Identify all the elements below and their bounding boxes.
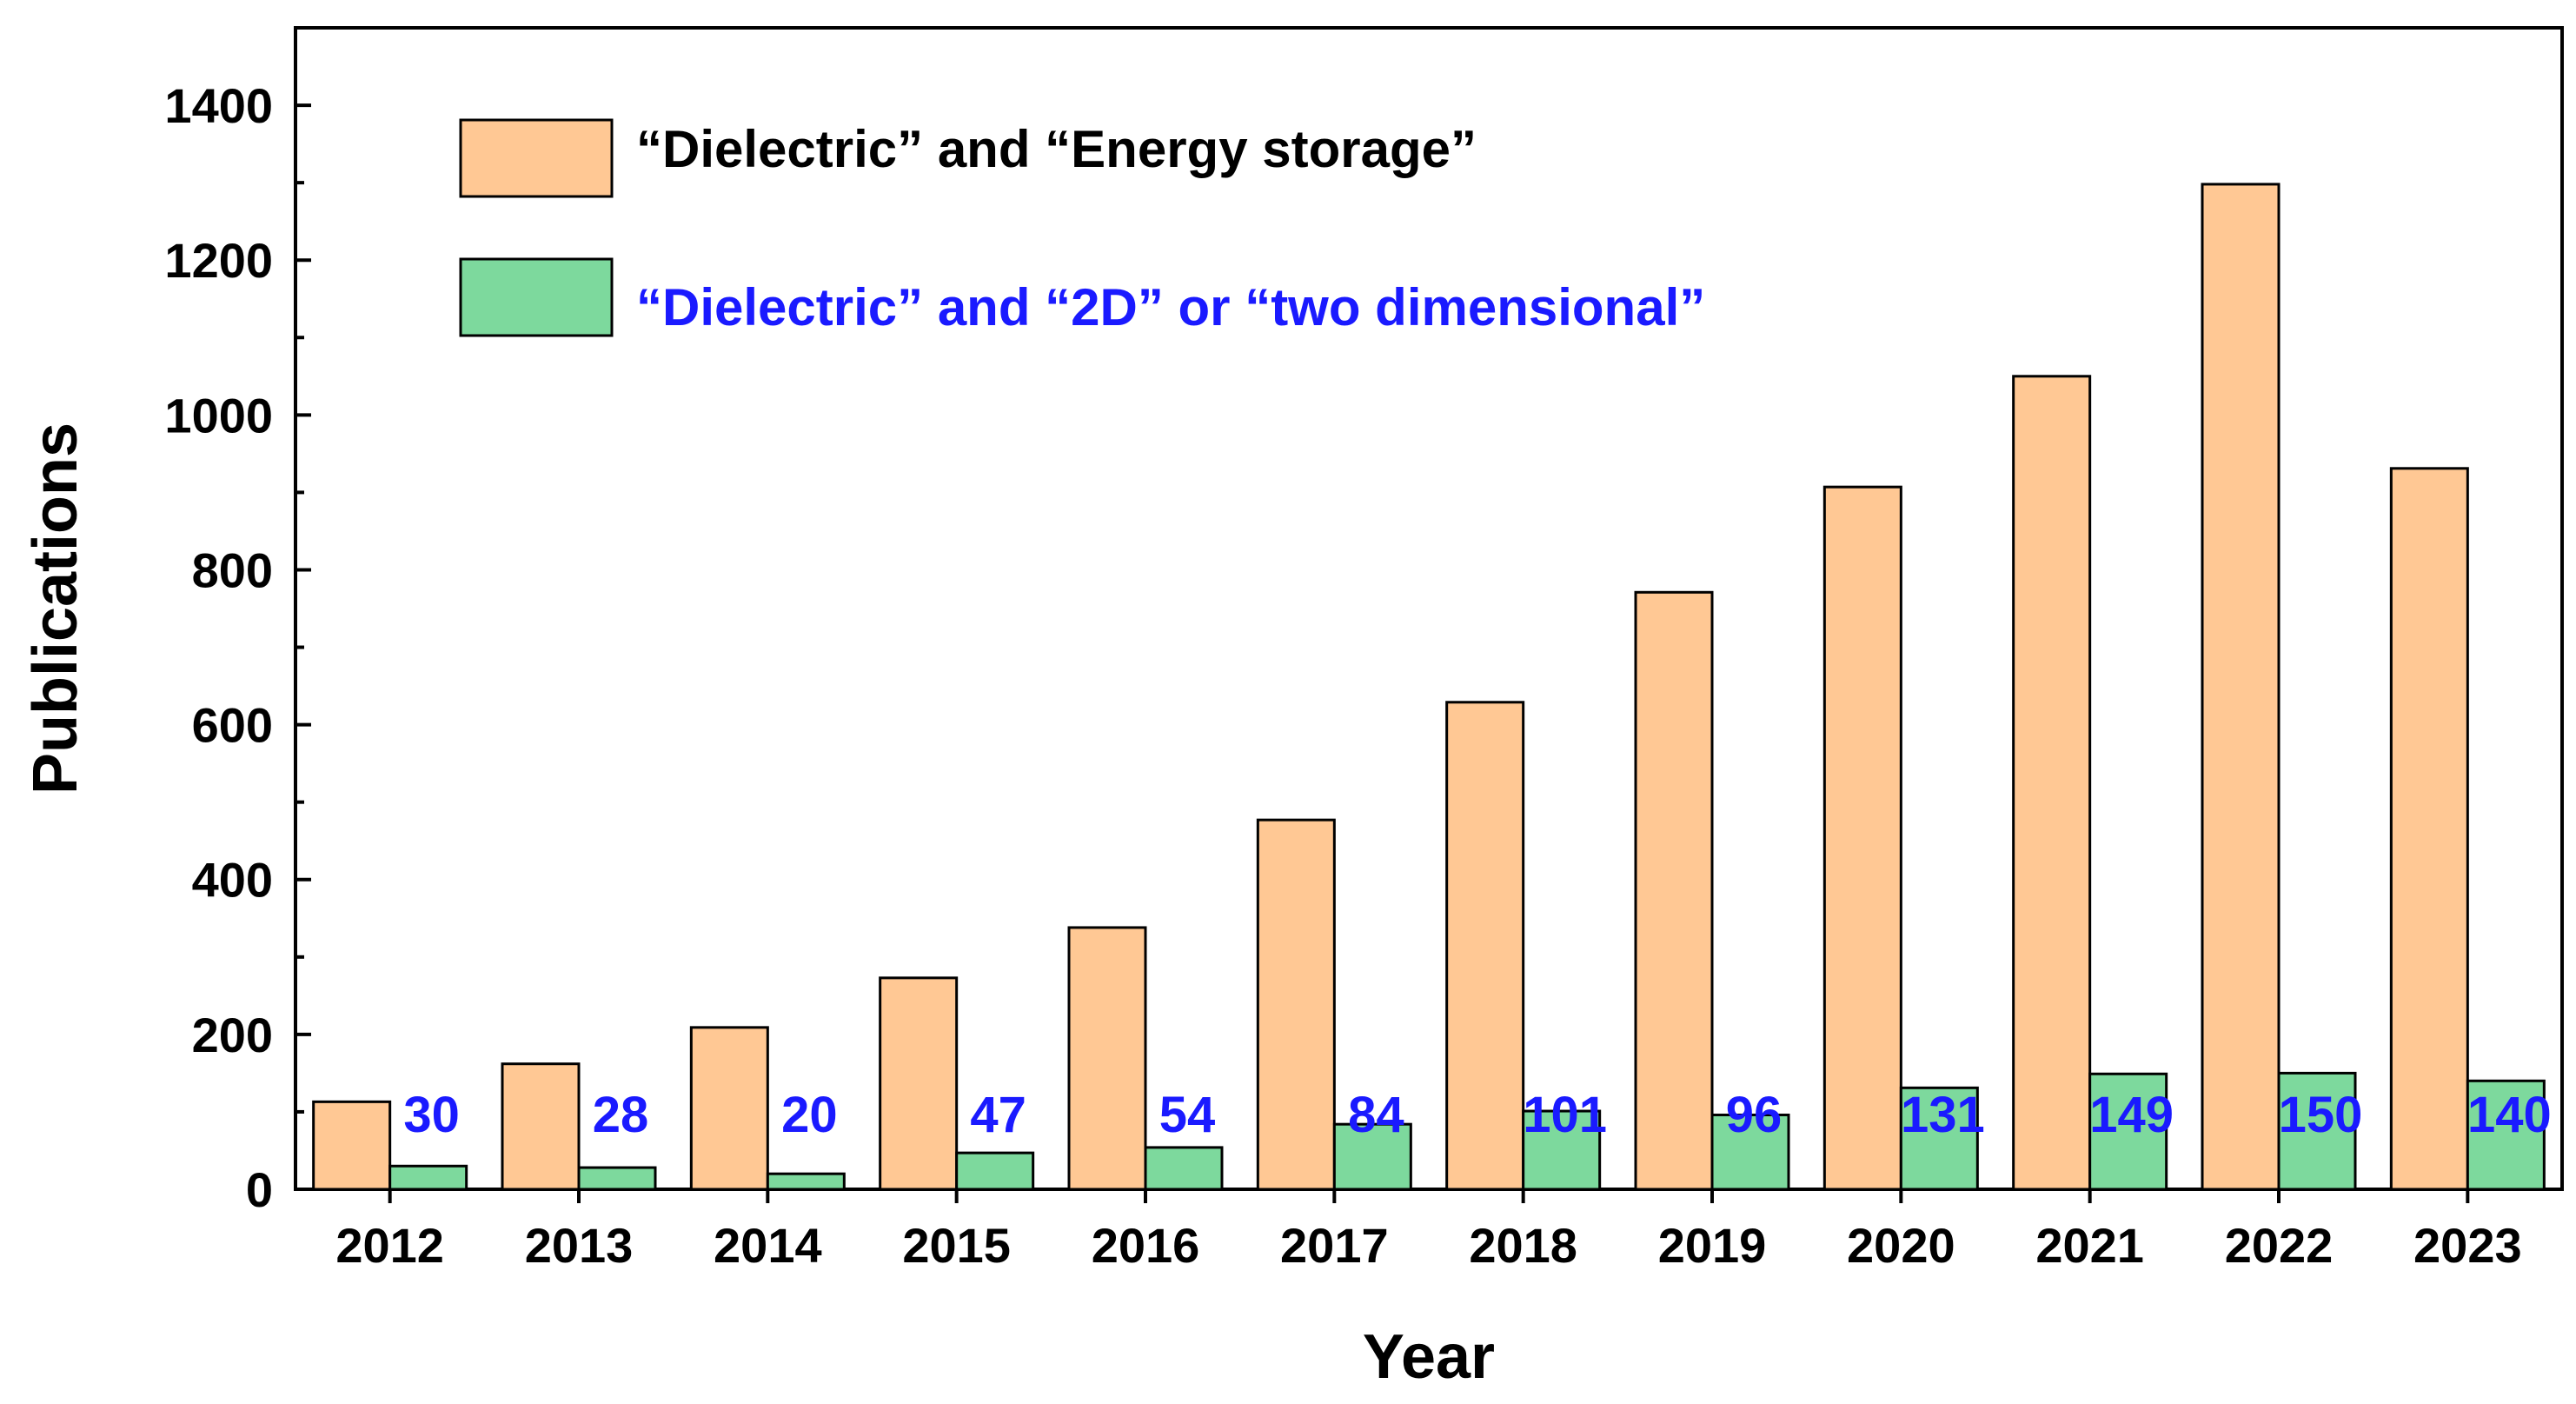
bar-2d-2020	[1899, 1086, 1979, 1191]
data-label-2d-2015: 47	[970, 1087, 1026, 1143]
bar-energy-storage-2020	[1822, 485, 1902, 1191]
y-tick-label: 200	[192, 1008, 273, 1062]
series-2d	[388, 1071, 2546, 1191]
x-axis: 2012 2013 2014 2015 2016 2017 2018 2019 2020 2021…	[335, 1189, 2522, 1273]
legend-swatch-2d	[459, 257, 614, 337]
x-tick-label-2023: 2023	[2413, 1218, 2522, 1273]
data-label-2d-2023: 140	[2467, 1087, 2552, 1143]
y-axis-title: Publications	[21, 423, 90, 795]
x-tick-label-2022: 2022	[2225, 1218, 2334, 1273]
x-tick-label-2020: 2020	[1847, 1218, 1955, 1273]
bar-2d-2017	[1332, 1122, 1412, 1191]
bar-energy-storage-2015	[879, 976, 959, 1191]
data-labels: 30 28 20 47 54 84 101 96 131 149 150 140	[403, 1087, 2551, 1143]
bar-energy-storage-2012	[312, 1100, 392, 1191]
bar-2d-2016	[1144, 1146, 1224, 1191]
y-tick-label: 1400	[164, 78, 273, 133]
x-axis-title: Year	[1363, 1322, 1495, 1392]
bar-energy-storage-2016	[1067, 926, 1147, 1191]
y-axis: 0 200 400 600 800 1000 1200 1400	[164, 26, 311, 1217]
bar-energy-storage-2021	[2012, 375, 2092, 1191]
data-label-2d-2020: 131	[1901, 1087, 1985, 1143]
bar-2d-2023	[2466, 1079, 2546, 1191]
data-label-2d-2014: 20	[781, 1087, 838, 1143]
x-tick-label-2014: 2014	[714, 1218, 822, 1273]
bar-2d-2015	[955, 1151, 1035, 1191]
bar-energy-storage-2018	[1445, 701, 1525, 1191]
x-tick-label-2017: 2017	[1280, 1218, 1389, 1273]
bar-2d-2014	[766, 1172, 846, 1191]
x-tick-label-2013: 2013	[525, 1218, 634, 1273]
bar-energy-storage-2013	[501, 1062, 581, 1191]
x-tick-label-2016: 2016	[1092, 1218, 1200, 1273]
legend-label-2d: “Dielectric” and “2D” or “two dimensiona…	[636, 278, 1705, 336]
x-tick-label-2018: 2018	[1469, 1218, 1577, 1273]
legend: “Dielectric” and “Energy storage” “Diele…	[459, 118, 1705, 337]
y-tick-label: 400	[192, 853, 273, 908]
bar-2d-2022	[2277, 1071, 2357, 1191]
data-label-2d-2012: 30	[403, 1087, 460, 1143]
data-label-2d-2019: 96	[1726, 1087, 1783, 1143]
y-tick-label: 600	[192, 698, 273, 753]
bar-energy-storage-2022	[2201, 183, 2281, 1191]
bar-2d-2012	[388, 1164, 468, 1191]
x-tick-label-2019: 2019	[1658, 1218, 1767, 1273]
plot-frame	[294, 26, 2564, 1191]
bar-energy-storage-2023	[2389, 467, 2469, 1191]
legend-swatch-energy-storage	[459, 118, 614, 198]
bar-2d-2018	[1522, 1109, 1602, 1191]
data-label-2d-2018: 101	[1523, 1087, 1607, 1143]
y-tick-label: 0	[246, 1162, 273, 1217]
series-energy-storage	[312, 183, 2469, 1191]
bar-2d-2021	[2088, 1072, 2168, 1191]
bar-energy-storage-2017	[1256, 818, 1336, 1191]
data-label-2d-2013: 28	[593, 1087, 649, 1143]
y-tick-label: 1200	[164, 233, 273, 288]
bar-2d-2013	[577, 1166, 657, 1191]
x-tick-label-2021: 2021	[2035, 1218, 2144, 1273]
data-label-2d-2017: 84	[1348, 1087, 1404, 1143]
bar-energy-storage-2014	[689, 1026, 769, 1191]
data-label-2d-2016: 54	[1159, 1087, 1216, 1143]
x-tick-label-2012: 2012	[335, 1218, 444, 1273]
data-label-2d-2022: 150	[2279, 1087, 2363, 1143]
legend-label-energy-storage: “Dielectric” and “Energy storage”	[636, 120, 1477, 178]
y-tick-label: 800	[192, 542, 273, 597]
bar-energy-storage-2019	[1634, 590, 1714, 1191]
x-tick-label-2015: 2015	[902, 1218, 1011, 1273]
data-label-2d-2021: 149	[2089, 1087, 2174, 1143]
y-tick-label: 1000	[164, 388, 273, 442]
bar-2d-2019	[1710, 1113, 1790, 1191]
